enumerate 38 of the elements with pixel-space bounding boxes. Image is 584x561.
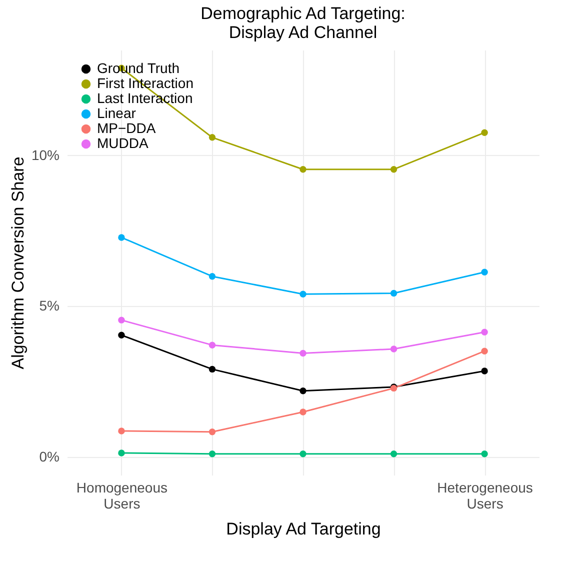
- point: [481, 328, 488, 336]
- legend-label: MP−DDA: [97, 120, 156, 136]
- point: [118, 428, 125, 434]
- point: [300, 350, 306, 357]
- point: [118, 332, 125, 338]
- point: [208, 273, 216, 280]
- point: [300, 450, 306, 458]
- legend-label: MUDDA: [97, 135, 149, 151]
- point: [118, 234, 125, 241]
- point: [208, 428, 216, 436]
- point: [208, 366, 216, 373]
- point: [208, 342, 216, 348]
- y-tick-label: 10%: [31, 146, 60, 163]
- x-tick-label: Homogeneous Users: [76, 480, 168, 512]
- point: [481, 450, 488, 458]
- point: [118, 450, 125, 456]
- point: [481, 268, 488, 276]
- chart-title: Demographic Ad Targeting: Display Ad Channel: [200, 4, 406, 42]
- point: [208, 450, 216, 458]
- point: [481, 348, 488, 354]
- x-axis-title: Display Ad Targeting: [226, 520, 381, 538]
- point: [390, 166, 398, 173]
- point: [481, 129, 488, 136]
- point: [481, 368, 488, 374]
- x-tick-label: Heterogeneous Users: [437, 480, 533, 512]
- y-axis-title: Algorithm Conversion Share: [8, 156, 28, 370]
- y-tick-label: 0%: [39, 448, 60, 464]
- point: [390, 290, 398, 297]
- legend-label: Linear: [97, 105, 136, 121]
- point: [118, 316, 125, 324]
- point: [208, 134, 216, 141]
- point: [390, 346, 398, 352]
- point: [300, 290, 306, 298]
- point: [300, 408, 306, 416]
- point: [300, 166, 306, 173]
- y-tick-label: 5%: [39, 298, 60, 314]
- point: [390, 450, 398, 458]
- point: [300, 388, 306, 394]
